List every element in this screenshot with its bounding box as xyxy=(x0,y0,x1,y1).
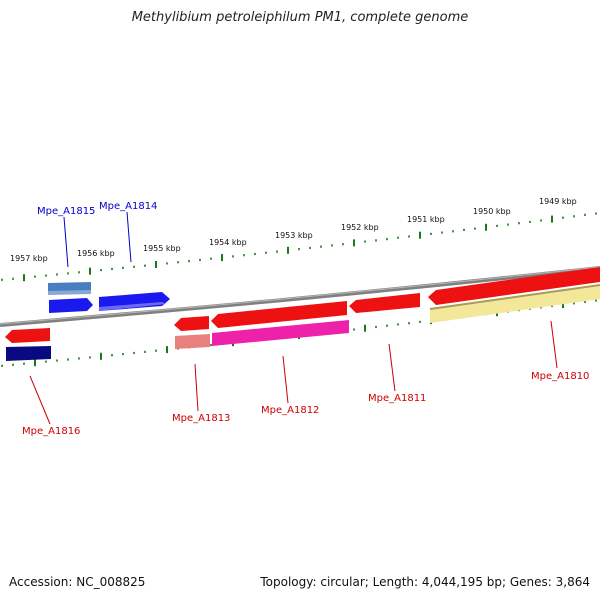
kbp-label: 1951 kbp xyxy=(407,215,445,224)
gene-mpe-a1810-arrow[interactable] xyxy=(428,267,600,305)
gene-label-mpe-a1813[interactable]: Mpe_A1813 xyxy=(172,413,230,424)
gene-mpe-a1810-box[interactable] xyxy=(430,285,600,323)
gene-mpe-a1810-box-edge xyxy=(429,284,600,310)
accession-text: Accession: NC_008825 xyxy=(9,575,146,589)
genome-backbone xyxy=(0,266,600,327)
kbp-label: 1955 kbp xyxy=(143,244,181,253)
kbp-label: 1950 kbp xyxy=(473,207,511,216)
leader-line-mpe-a1813 xyxy=(194,363,199,412)
kbp-label: 1949 kbp xyxy=(539,197,577,206)
kbp-label: 1954 kbp xyxy=(209,238,247,247)
gene-label-mpe-a1816[interactable]: Mpe_A1816 xyxy=(22,426,80,437)
leader-line-mpe-a1815 xyxy=(63,216,69,268)
gene-label-mpe-a1815[interactable]: Mpe_A1815 xyxy=(37,206,95,217)
upper-tick-track xyxy=(1,212,597,282)
reverse-genes xyxy=(5,267,600,361)
gene-label-mpe-a1811[interactable]: Mpe_A1811 xyxy=(368,393,426,404)
gene-mpe-a1813-arrow[interactable] xyxy=(174,316,209,331)
gene-mpe-a1815-shadow xyxy=(48,290,91,295)
gene-mpe-a1811-arrow[interactable] xyxy=(349,293,420,313)
gene-mpe-a1812-box[interactable] xyxy=(212,320,349,346)
genome-summary-text: Topology: circular; Length: 4,044,195 bp… xyxy=(260,575,590,589)
gene-mpe-a1816-arrow[interactable] xyxy=(5,328,50,343)
kbp-label: 1953 kbp xyxy=(275,231,313,240)
gene-labels: Mpe_A1815 Mpe_A1814 Mpe_A1816 Mpe_A1813 … xyxy=(22,201,589,437)
forward-genes xyxy=(48,282,170,313)
leader-line-mpe-a1810 xyxy=(550,320,558,369)
gene-mpe-a1815-arrow[interactable] xyxy=(49,298,93,313)
kbp-label: 1952 kbp xyxy=(341,223,379,232)
gene-mpe-a1816-box[interactable] xyxy=(6,346,51,361)
gene-label-mpe-a1814[interactable]: Mpe_A1814 xyxy=(99,201,157,212)
map-title: Methylibium petroleiphilum PM1, complete… xyxy=(131,10,469,25)
kbp-label: 1957 kbp xyxy=(10,254,48,263)
genome-backbone-highlight xyxy=(0,266,600,325)
leader-line-mpe-a1814 xyxy=(126,211,132,263)
leader-line-mpe-a1816 xyxy=(29,375,51,425)
gene-mpe-a1814-shade xyxy=(99,302,166,311)
gene-mpe-a1813-box[interactable] xyxy=(175,334,210,349)
gene-mpe-a1812-arrow[interactable] xyxy=(211,301,347,328)
leader-lines xyxy=(29,211,558,425)
gene-label-mpe-a1810[interactable]: Mpe_A1810 xyxy=(531,371,589,382)
gene-label-mpe-a1812[interactable]: Mpe_A1812 xyxy=(261,405,319,416)
kbp-labels: 1957 kbp 1956 kbp 1955 kbp 1954 kbp 1953… xyxy=(10,197,577,263)
kbp-label: 1956 kbp xyxy=(77,249,115,258)
leader-line-mpe-a1812 xyxy=(282,355,289,404)
leader-line-mpe-a1811 xyxy=(388,343,396,392)
